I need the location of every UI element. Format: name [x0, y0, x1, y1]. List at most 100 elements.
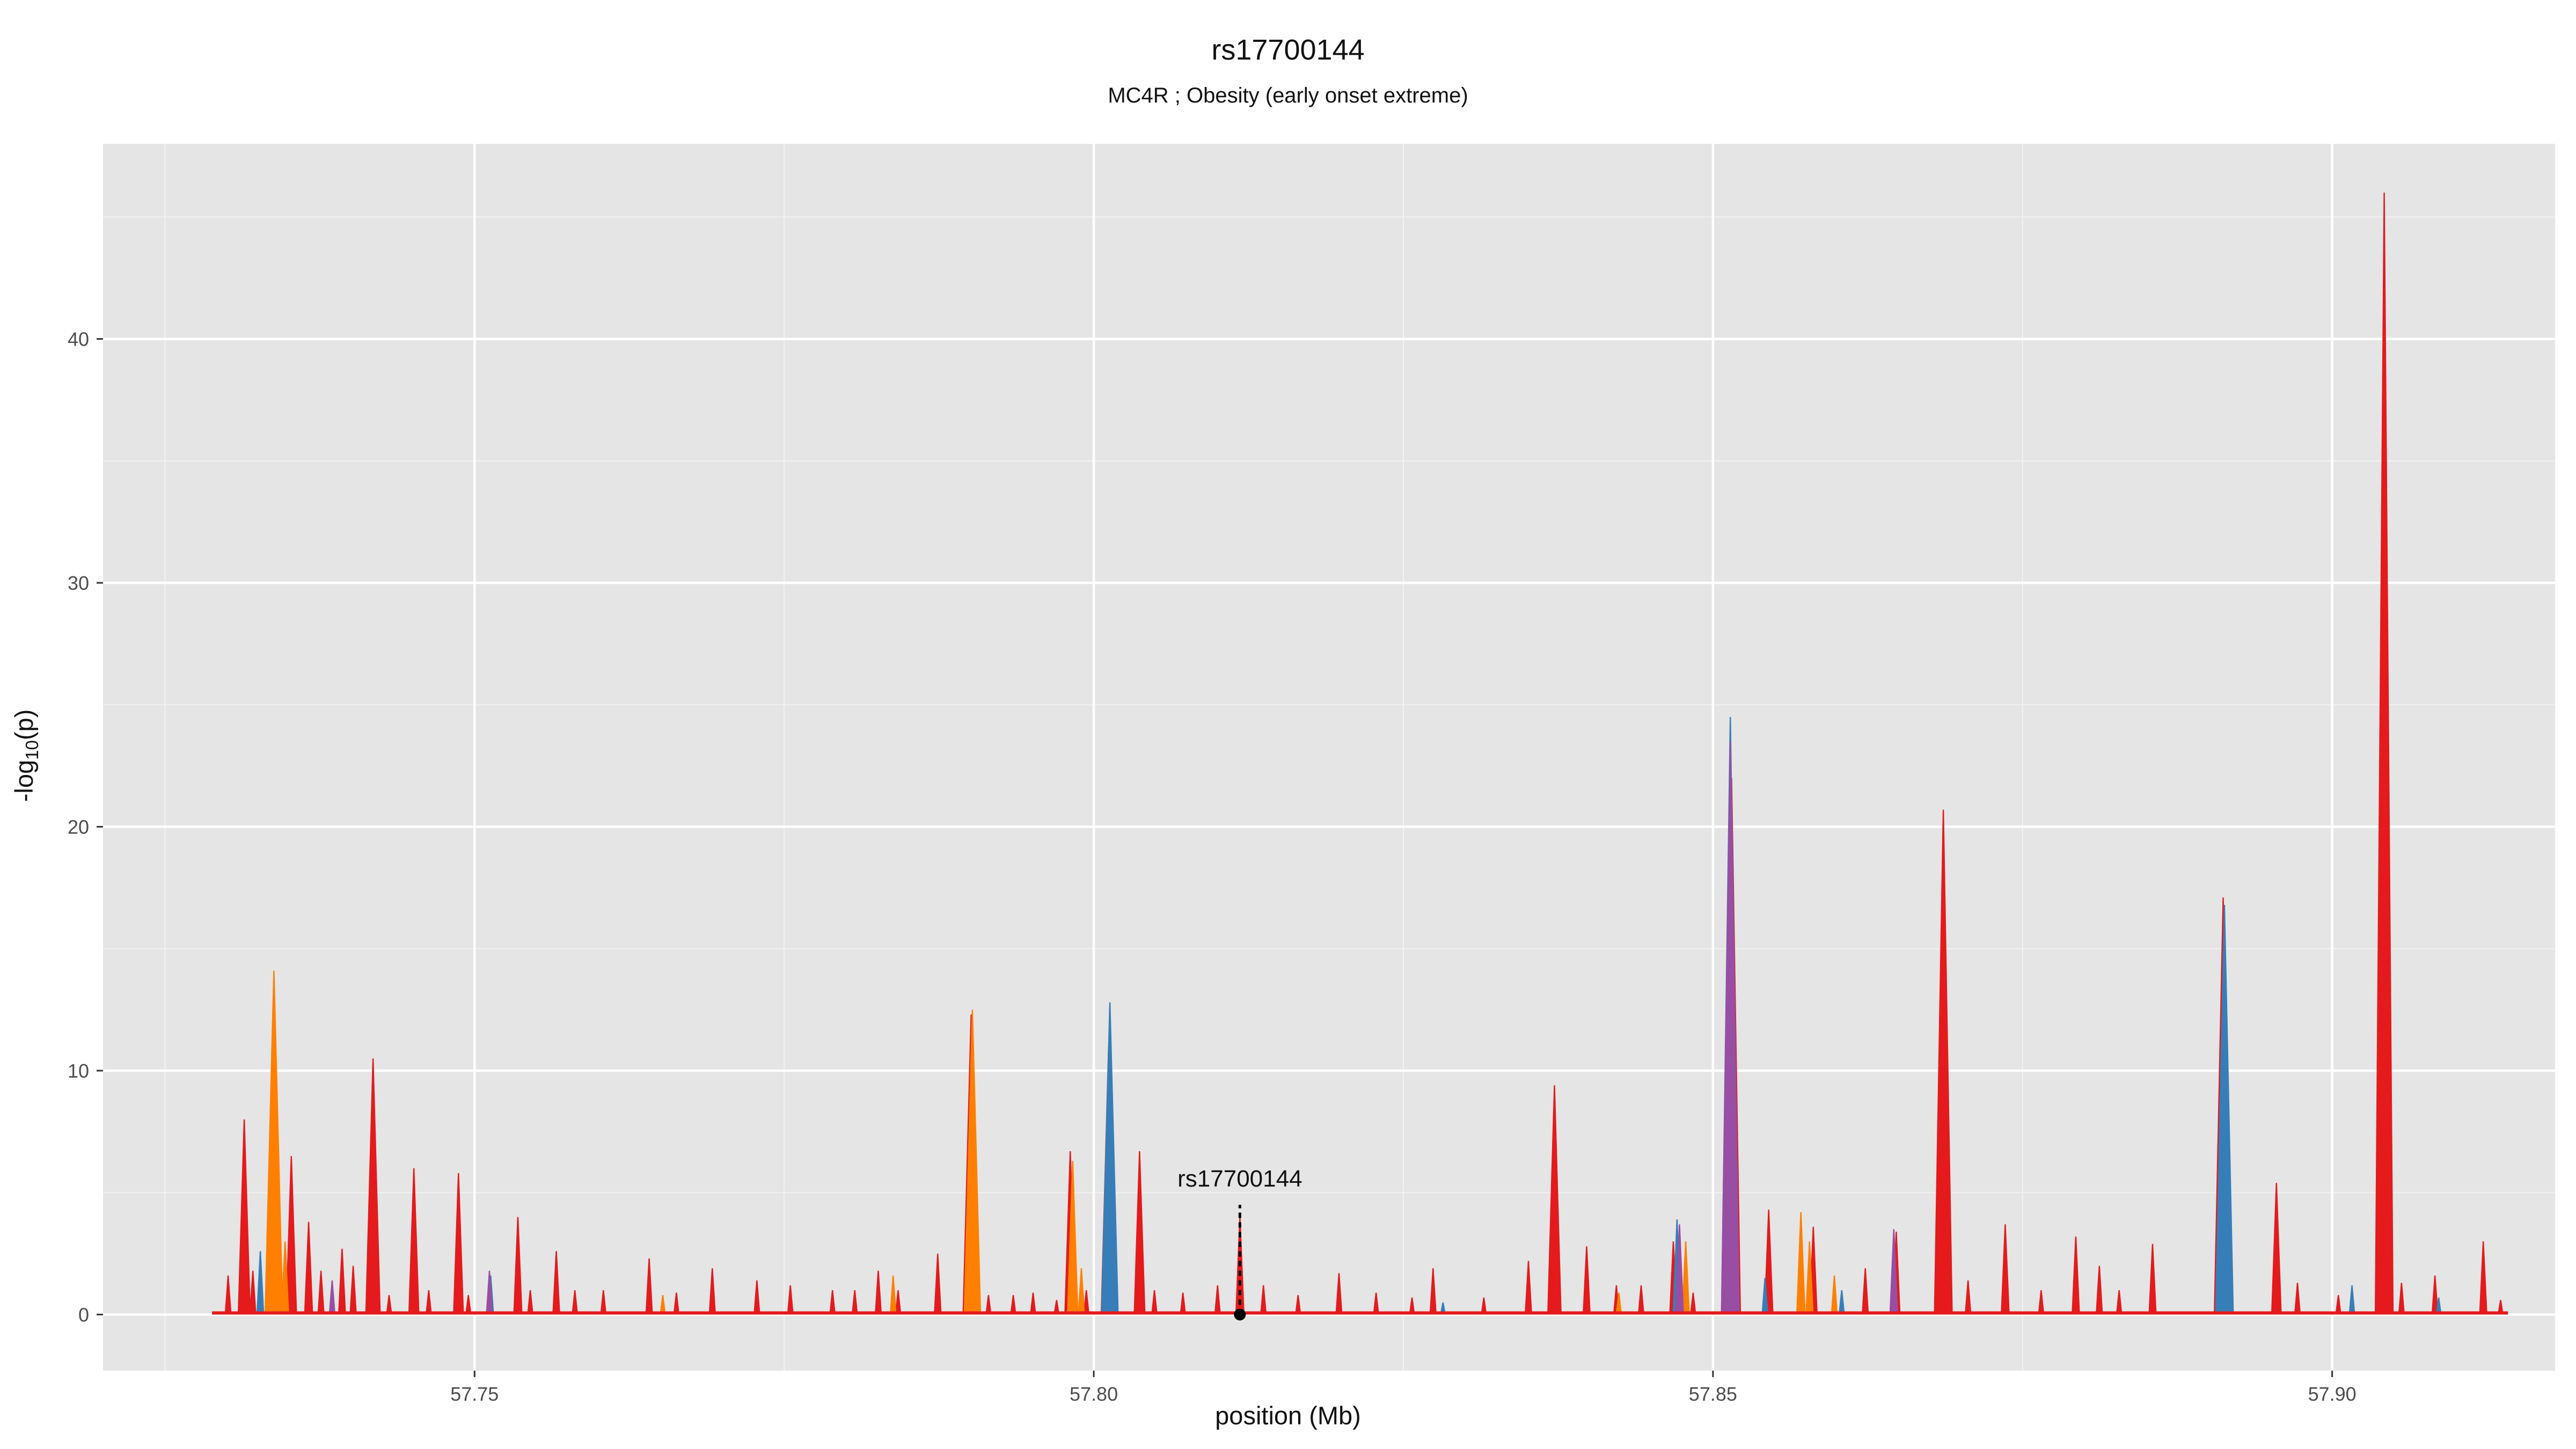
peak-mark — [1681, 1241, 1690, 1315]
peak-mark — [2038, 1290, 2045, 1315]
peak-mark — [673, 1292, 680, 1315]
peak-mark — [963, 1009, 982, 1315]
annotation-point — [1234, 1308, 1246, 1321]
x-tick-label: 57.85 — [1689, 1383, 1737, 1405]
peak-mark — [1151, 1290, 1158, 1315]
peak-mark — [365, 1058, 381, 1315]
peak-mark — [1295, 1295, 1301, 1315]
major-gridlines — [103, 144, 2555, 1371]
chart-title: rs17700144 — [1211, 34, 1365, 66]
peak-mark — [660, 1295, 666, 1315]
peak-mark — [328, 1280, 336, 1315]
peak-mark — [1761, 1278, 1769, 1315]
series-1 — [264, 970, 1838, 1315]
peak-mark — [1481, 1297, 1487, 1315]
peak-mark — [1675, 1224, 1684, 1315]
peak-mark — [386, 1295, 392, 1315]
peak-mark — [1796, 1212, 1806, 1315]
x-tick-label: 57.80 — [1070, 1383, 1118, 1405]
peak-mark — [513, 1217, 523, 1315]
peak-mark — [708, 1268, 716, 1315]
peak-mark — [1721, 741, 1740, 1315]
peak-mark — [1180, 1292, 1186, 1315]
peak-mark — [224, 1275, 232, 1315]
peak-mark — [895, 1290, 902, 1315]
peak-mark — [1067, 1161, 1079, 1315]
peak-mark — [1133, 1151, 1146, 1315]
chart-subtitle: MC4R ; Obesity (early onset extreme) — [1108, 84, 1468, 107]
peak-mark — [2148, 1243, 2157, 1315]
peak-mark — [408, 1168, 420, 1315]
y-tick-label: 10 — [68, 1060, 89, 1082]
peak-mark — [2116, 1290, 2123, 1315]
peak-mark — [600, 1290, 607, 1315]
peak-mark — [1260, 1285, 1267, 1315]
peak-mark — [2215, 905, 2234, 1315]
x-axis-label: position (Mb) — [1215, 1401, 1361, 1430]
peak-mark — [1083, 1290, 1090, 1315]
peak-mark — [1409, 1297, 1415, 1315]
peak-mark — [1964, 1280, 1972, 1315]
y-axis-label: -log10(p) — [9, 709, 42, 802]
peak-mark — [1831, 1275, 1838, 1315]
peak-mark — [2072, 1236, 2080, 1315]
peak-mark — [1078, 1268, 1085, 1315]
peak-mark — [1690, 1292, 1696, 1315]
peak-mark — [2271, 1183, 2282, 1315]
peak-mark — [2398, 1283, 2405, 1315]
peak-mark — [317, 1270, 325, 1315]
peak-mark — [1429, 1268, 1437, 1315]
peak-mark — [1101, 1002, 1119, 1315]
peak-mark — [285, 1156, 297, 1315]
y-axis-label-suffix: (p) — [9, 709, 38, 741]
axis-layer: 57.75 57.80 57.85 57.90 0 10 20 30 40 — [68, 328, 2357, 1405]
peak-mark — [874, 1270, 882, 1315]
peak-mark — [2479, 1241, 2487, 1315]
minor-gridlines — [103, 144, 2555, 1371]
peak-mark — [645, 1258, 653, 1315]
peak-mark — [1637, 1285, 1645, 1315]
series-3 — [328, 741, 1898, 1315]
peak-mark — [249, 1270, 257, 1315]
peak-mark — [1547, 1085, 1562, 1315]
panel-background — [103, 144, 2555, 1371]
x-tick-label: 57.90 — [2308, 1383, 2357, 1405]
peak-mark — [552, 1251, 560, 1315]
series-layer — [212, 192, 2508, 1315]
peak-mark — [304, 1221, 313, 1315]
peak-mark — [1862, 1268, 1869, 1315]
peak-mark — [1805, 1241, 1814, 1315]
annotation-layer: rs17700144 — [1177, 1166, 1302, 1321]
x-tick-label: 57.75 — [450, 1383, 499, 1405]
peak-mark — [2294, 1283, 2301, 1315]
y-tick-label: 30 — [68, 572, 89, 594]
peak-mark — [1053, 1300, 1060, 1315]
peak-mark — [465, 1295, 472, 1315]
peak-mark — [281, 1241, 289, 1315]
peak-mark — [237, 1119, 251, 1315]
peak-mark — [1889, 1229, 1898, 1315]
peak-mark — [2001, 1224, 2010, 1315]
peak-mark — [453, 1173, 464, 1315]
y-tick-label: 20 — [68, 816, 89, 838]
peak-mark — [1583, 1246, 1591, 1315]
peak-mark — [889, 1275, 897, 1315]
annotation-label: rs17700144 — [1177, 1166, 1302, 1192]
peak-mark — [851, 1290, 858, 1315]
y-tick-label: 0 — [78, 1304, 89, 1326]
peak-mark — [349, 1265, 357, 1315]
peak-mark — [2375, 192, 2394, 1315]
peak-mark — [338, 1248, 346, 1315]
peak-mark — [1010, 1295, 1016, 1315]
peak-mark — [1335, 1273, 1343, 1315]
peak-mark — [264, 970, 283, 1315]
peak-mark — [486, 1270, 493, 1315]
peak-mark — [426, 1290, 432, 1315]
peak-mark — [2348, 1285, 2355, 1315]
peak-mark — [256, 1251, 265, 1315]
peak-mark — [2096, 1265, 2103, 1315]
peak-mark — [1934, 809, 1953, 1315]
y-tick-label: 40 — [68, 328, 89, 350]
peak-mark — [2431, 1275, 2439, 1315]
